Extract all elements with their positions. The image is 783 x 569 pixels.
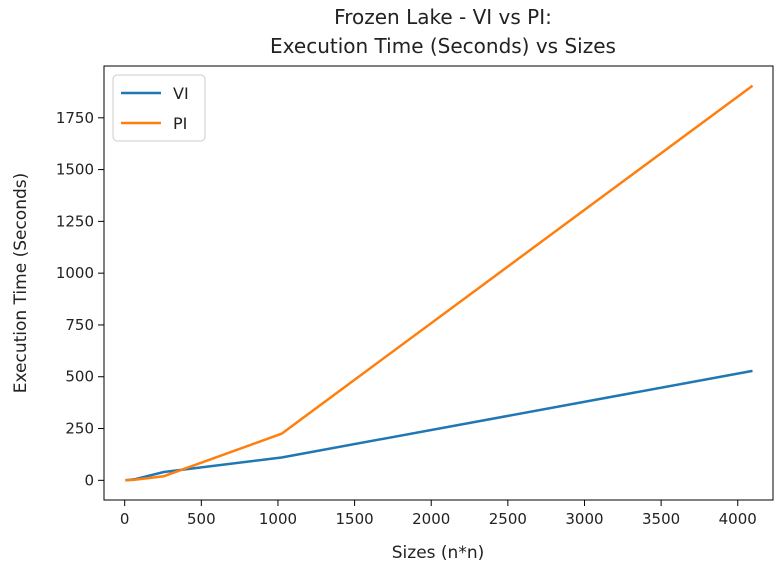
y-tick-label: 1500 <box>56 161 94 179</box>
series-line-vi <box>125 369 753 482</box>
legend-label-pi: PI <box>173 114 187 133</box>
x-tick-label: 4000 <box>719 510 757 528</box>
plot-area-frame <box>103 65 774 501</box>
x-tick-label: 2500 <box>489 510 527 528</box>
y-tick-label: 1250 <box>56 212 94 230</box>
x-tick-label: 3000 <box>565 510 603 528</box>
y-tick-label: 500 <box>65 368 94 386</box>
legend-box <box>112 74 206 142</box>
y-axis-ticks: 0 250 500 750 1000 1250 1500 1750 <box>56 109 104 489</box>
x-tick-label: 1500 <box>335 510 373 528</box>
x-axis-label: Sizes (n*n) <box>392 543 484 563</box>
x-tick-label: 500 <box>187 510 216 528</box>
y-tick-label: 1750 <box>56 109 94 127</box>
y-tick-label: 750 <box>65 316 94 334</box>
series-line-pi <box>125 84 754 482</box>
chart-subtitle: Execution Time (Seconds) vs Sizes <box>270 34 616 58</box>
x-tick-label: 2000 <box>412 510 450 528</box>
y-axis-label: Execution Time (Seconds) <box>11 173 31 394</box>
y-tick-label: 1000 <box>56 264 94 282</box>
legend: VI PI <box>112 74 206 142</box>
x-axis-ticks: 0 500 1000 1500 2000 2500 3000 3500 4000 <box>120 500 757 528</box>
series-group <box>125 84 754 482</box>
chart-title: Frozen Lake - VI vs PI: <box>334 5 552 29</box>
legend-label-vi: VI <box>173 84 189 103</box>
x-tick-label: 1000 <box>259 510 297 528</box>
x-tick-label: 0 <box>120 510 130 528</box>
y-tick-label: 250 <box>65 420 94 438</box>
y-tick-label: 0 <box>84 471 94 489</box>
x-tick-label: 3500 <box>642 510 680 528</box>
